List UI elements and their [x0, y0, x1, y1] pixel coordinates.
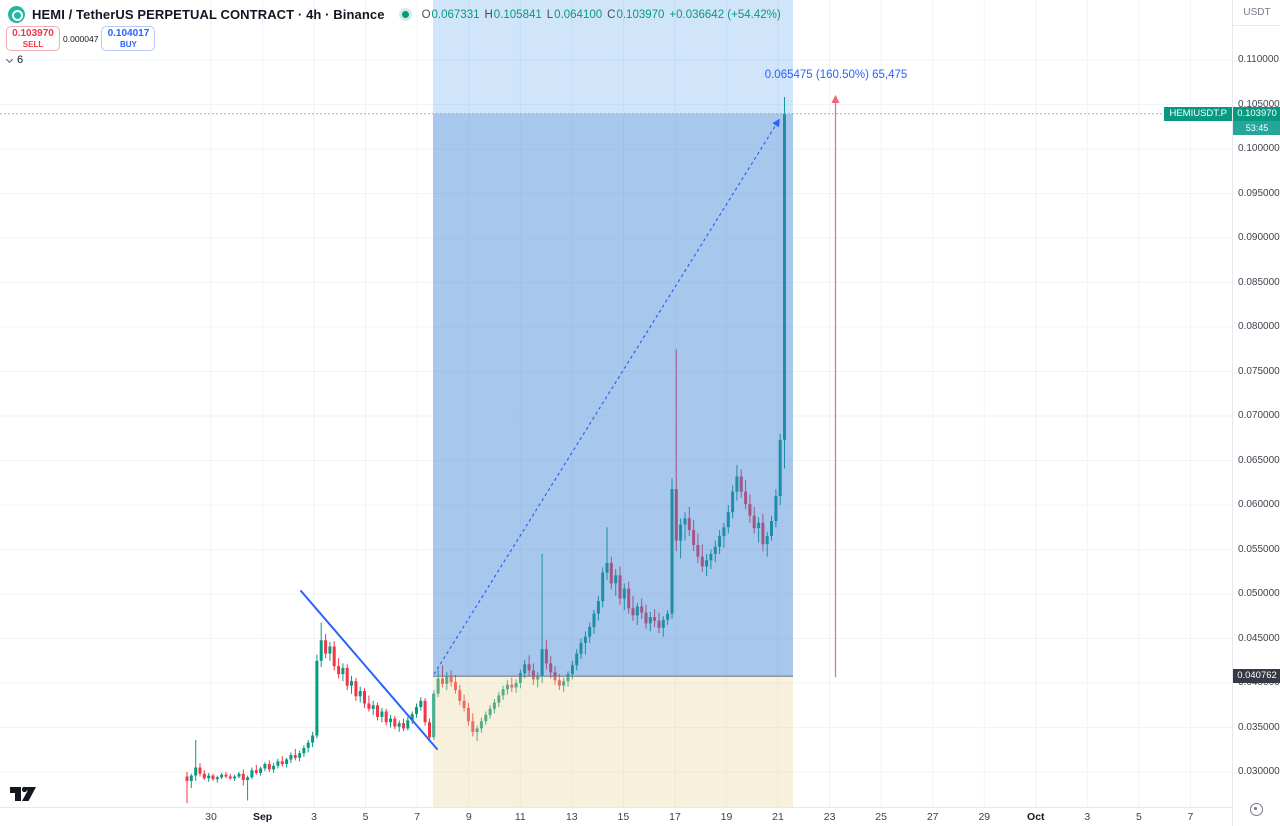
symbol-logo-icon: [8, 6, 25, 23]
price-tick-label: 0.060000: [1238, 499, 1280, 510]
measure-tool-label[interactable]: 0.065475 (160.50%) 65,475: [764, 69, 908, 81]
change-value: +0.036642 (+54.42%): [669, 8, 781, 21]
time-tick-label: 25: [875, 811, 887, 823]
price-tick-label: 0.075000: [1238, 365, 1280, 377]
price-tick-label: 0.110000: [1238, 54, 1279, 65]
price-tick-label: 0.105000: [1238, 98, 1280, 110]
price-tick-label: 0.035000: [1238, 721, 1280, 733]
object-tree-collapse[interactable]: 6: [6, 54, 23, 66]
price-tick-label: 0.045000: [1238, 632, 1280, 644]
low-label: L: [546, 8, 554, 21]
high-value: 0.105841: [493, 8, 542, 21]
tradingview-logo[interactable]: [8, 784, 40, 809]
chevron-down-icon: [6, 56, 14, 64]
time-tick-label: 3: [311, 811, 318, 823]
price-tick-label: 0.065000: [1238, 454, 1280, 466]
time-tick-label: 15: [617, 811, 630, 823]
low-value: 0.064100: [554, 8, 603, 21]
time-tick-label: 7: [1187, 811, 1194, 823]
time-tick-label: 17: [669, 811, 681, 823]
time-tick-label: 13: [565, 811, 578, 823]
price-tick-label: 0.055000: [1238, 543, 1280, 555]
price-tick-label: 0.080000: [1238, 321, 1280, 332]
time-tick-label: 5: [1135, 811, 1142, 823]
time-tick-label: Oct: [1027, 811, 1045, 823]
price-tick-label: 0.095000: [1238, 187, 1280, 199]
sell-button[interactable]: 0.103970 SELL: [6, 26, 60, 51]
time-tick-label: 21: [772, 811, 784, 823]
symbol-title[interactable]: HEMI / TetherUS PERPETUAL CONTRACT · 4h …: [32, 7, 385, 22]
price-tick-label: 0.070000: [1238, 410, 1280, 421]
buy-label: BUY: [120, 39, 137, 49]
ohlc-values: O 0.067331 H 0.105841 L 0.064100 C 0.103970 …: [422, 9, 781, 21]
buy-price: 0.104017: [107, 27, 150, 39]
price-tick-label: 0.030000: [1238, 766, 1280, 777]
sell-label: SELL: [22, 39, 44, 49]
time-tick-label: Sep: [252, 811, 273, 823]
price-tick-label: 0.090000: [1238, 232, 1280, 243]
time-axis[interactable]: 30 Sep 3 5 7 9 11 13 15 17 19 21 23 25 27 29 Oct 3 5 7: [0, 807, 1232, 826]
chart-legend: HEMI / TetherUS PERPETUAL CONTRACT · 4h …: [8, 6, 781, 23]
price-axis[interactable]: USDT 0.110000 0.105000 0.100000 0.095000 0.0…: [1232, 0, 1280, 826]
collapsed-count: 6: [17, 54, 24, 66]
buy-button[interactable]: 0.104017 BUY: [101, 26, 156, 51]
time-tick-label: 3: [1084, 811, 1091, 823]
market-status-icon[interactable]: [401, 11, 409, 18]
close-value: 0.103970: [616, 8, 665, 21]
time-tick-label: 5: [362, 811, 369, 823]
current-price-badge: 0.103970: [1233, 107, 1280, 121]
close-label: C: [607, 8, 616, 21]
time-tick-label: 9: [465, 811, 472, 823]
time-tick-label: 19: [720, 811, 733, 823]
trade-panel: 0.103970 SELL 0.000047 0.104017 BUY: [6, 26, 156, 51]
time-tick-label: 23: [823, 811, 836, 823]
high-label: H: [484, 8, 493, 21]
time-tick-label: 27: [926, 811, 939, 823]
symbol-price-flag[interactable]: HEMIUSDT.P: [1164, 107, 1232, 121]
price-tick-label: 0.050000: [1238, 588, 1280, 599]
spread-value: 0.000047: [63, 33, 99, 44]
open-label: O: [421, 8, 431, 21]
bar-countdown-badge: 53:45: [1233, 121, 1280, 135]
time-tick-label: 7: [414, 811, 421, 823]
time-tick-label: 11: [514, 811, 526, 823]
drawing-level-badge: 0.040762: [1233, 669, 1280, 683]
price-tick-label: 0.085000: [1238, 276, 1280, 288]
price-tick-label: 0.100000: [1238, 143, 1280, 154]
time-tick-label: 30: [205, 811, 217, 823]
open-value: 0.067331: [431, 8, 480, 21]
sell-price: 0.103970: [12, 27, 54, 39]
axis-settings-icon[interactable]: [1250, 803, 1263, 816]
axis-currency-label[interactable]: USDT: [1233, 0, 1280, 26]
time-tick-label: 29: [978, 811, 991, 823]
